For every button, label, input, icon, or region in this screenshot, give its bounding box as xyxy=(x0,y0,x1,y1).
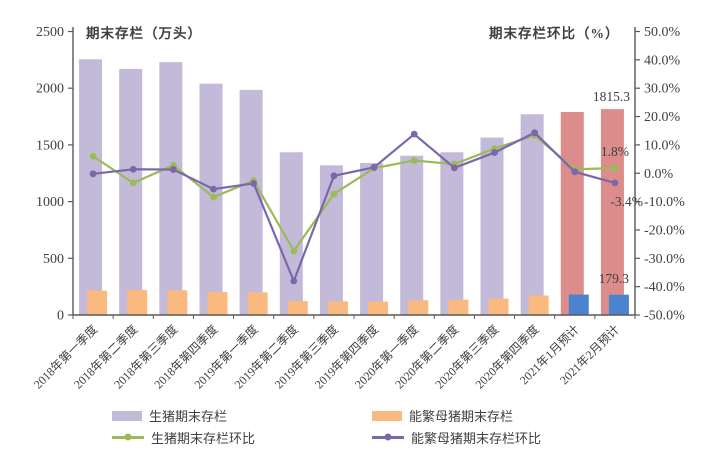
legend-label: 生猪期末存栏 xyxy=(149,409,228,424)
line-pig-mom-marker xyxy=(210,193,217,201)
line-sow-mom-marker xyxy=(571,168,579,176)
sow-mom-swatch xyxy=(372,433,404,441)
line-sow-mom-marker xyxy=(410,130,418,138)
pig-mom-swatch xyxy=(112,433,144,441)
y-right-tick-label: -10.0% xyxy=(644,195,685,210)
right-axis-title: 期末存栏环比（%） xyxy=(489,26,620,41)
line-sow-mom-marker xyxy=(330,172,338,180)
line-sow-mom-marker xyxy=(370,163,378,171)
legend-label: 生猪期末存栏环比 xyxy=(151,431,256,446)
bar-sow-inventory xyxy=(568,294,589,315)
y-right-tick-label: 30.0% xyxy=(644,82,681,97)
data-label-annotation: -3.4% xyxy=(610,194,643,209)
bar-sow-inventory xyxy=(87,290,108,315)
bar-pig-inventory xyxy=(79,59,103,315)
line-pig-mom-marker xyxy=(290,247,298,255)
bar-pig-inventory xyxy=(600,109,624,315)
data-label-annotation: 1815.3 xyxy=(593,89,630,104)
bar-sow-inventory xyxy=(247,292,268,315)
y-right-tick-label: 50.0% xyxy=(644,25,681,40)
y-left-tick-label: 1000 xyxy=(36,195,64,210)
line-sow-mom-marker xyxy=(450,164,458,172)
line-pig-mom-marker xyxy=(129,179,137,187)
line-sow-mom-marker xyxy=(129,165,137,173)
y-right-tick-label: 0.0% xyxy=(644,167,674,182)
bar-pig-inventory xyxy=(440,152,464,315)
bar-sow-inventory xyxy=(167,290,188,315)
line-sow-mom xyxy=(92,131,616,284)
line-sow-mom-marker xyxy=(210,185,217,193)
bar-sow-inventory xyxy=(608,294,629,315)
y-left-tick-label: 500 xyxy=(43,252,64,267)
bar-sow-inventory xyxy=(327,301,348,315)
y-left-tick-label: 2500 xyxy=(36,25,64,40)
y-left-tick-label: 2000 xyxy=(36,82,64,97)
bar-sow-inventory xyxy=(207,292,228,315)
line-sow-mom-marker xyxy=(89,170,97,178)
y-left-tick-label: 1500 xyxy=(36,138,64,153)
bar-pig-inventory xyxy=(400,155,424,315)
bar-sow-inventory xyxy=(528,295,549,315)
bar-pig-inventory xyxy=(159,62,183,316)
line-sow-mom-marker xyxy=(531,129,539,137)
bar-pig-inventory xyxy=(119,68,143,315)
sow-inventory-swatch xyxy=(372,410,402,421)
legend-item-sow-mom: 能繁母猪期末存栏环比 xyxy=(372,428,541,447)
line-pig-mom-marker xyxy=(330,190,338,198)
line-pig-mom-marker xyxy=(410,157,418,164)
y-right-tick-label: -30.0% xyxy=(644,252,685,267)
y-right-tick-label: -50.0% xyxy=(644,309,685,324)
line-sow-mom-marker xyxy=(491,149,498,156)
y-right-tick-label: -40.0% xyxy=(644,280,685,295)
data-label-annotation: 1.8% xyxy=(601,144,629,159)
bar-sow-inventory xyxy=(287,301,308,315)
y-right-tick-label: 20.0% xyxy=(644,110,681,125)
legend-item-pig-inventory: 生猪期末存栏 xyxy=(112,406,227,425)
bar-sow-inventory xyxy=(488,298,509,315)
bar-pig-inventory xyxy=(520,114,544,315)
bar-pig-inventory xyxy=(319,165,343,315)
line-sow-mom-marker xyxy=(169,166,177,173)
bar-pig-inventory xyxy=(360,163,384,315)
line-pig-mom xyxy=(92,134,615,253)
line-pig-mom-marker xyxy=(611,164,619,172)
line-pig-mom-marker xyxy=(89,152,97,160)
legend-item-sow-inventory: 能繁母猪期末存栏 xyxy=(372,406,513,425)
bar-pig-inventory xyxy=(239,89,263,315)
bar-sow-inventory xyxy=(448,299,469,315)
legend-item-pig-mom: 生猪期末存栏环比 xyxy=(112,428,255,447)
bar-pig-inventory xyxy=(480,137,504,315)
bar-sow-inventory xyxy=(368,301,389,315)
pig-inventory-swatch xyxy=(112,410,142,421)
y-right-tick-label: -20.0% xyxy=(644,223,685,238)
line-sow-mom-marker xyxy=(290,277,298,285)
line-sow-mom-marker xyxy=(250,180,258,187)
legend-label: 能繁母猪期末存栏 xyxy=(409,409,514,424)
bar-sow-inventory xyxy=(408,300,429,315)
y-left-tick-label: 0 xyxy=(57,309,64,324)
y-right-tick-label: 10.0% xyxy=(644,138,681,153)
legend-label: 能繁母猪期末存栏环比 xyxy=(411,431,542,446)
bar-sow-inventory xyxy=(127,290,148,315)
left-axis-title: 期末存栏（万头） xyxy=(86,26,202,41)
data-label-annotation: 179.3 xyxy=(599,271,630,286)
bar-pig-inventory xyxy=(560,112,584,315)
line-sow-mom-marker xyxy=(611,179,619,187)
y-right-tick-label: 40.0% xyxy=(644,53,681,68)
